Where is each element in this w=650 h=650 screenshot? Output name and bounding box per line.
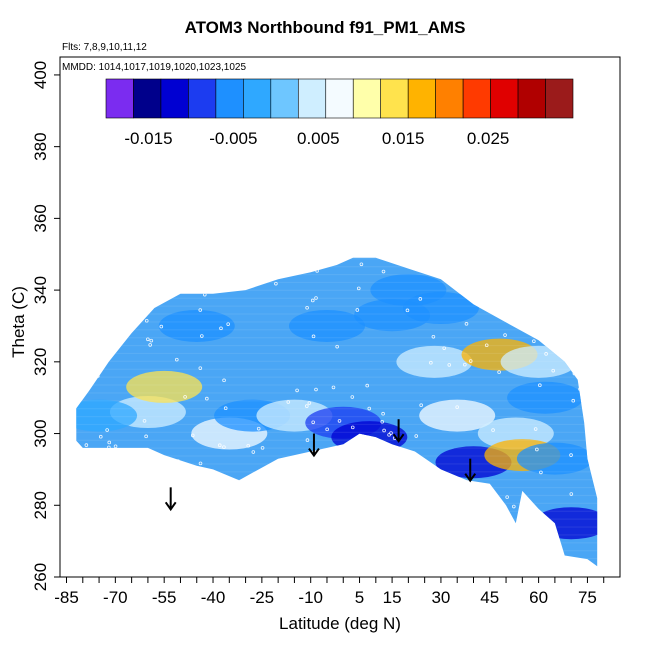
x-tick-label: -25 xyxy=(250,588,275,607)
colorbar-segment xyxy=(517,78,546,119)
y-tick-label: 300 xyxy=(31,419,50,447)
dates-label: MMDD: 1014,1017,1019,1020,1023,1025 xyxy=(62,62,247,73)
colorbar-segment xyxy=(352,78,382,119)
colorbar-segment xyxy=(325,78,354,119)
colorbar-tick-label: 0.005 xyxy=(297,129,340,148)
x-tick-label: 60 xyxy=(529,588,548,607)
y-tick-label: 320 xyxy=(31,348,50,376)
colorbar-segment xyxy=(133,78,162,119)
colorbar-segment xyxy=(188,78,217,119)
colorbar-segment xyxy=(407,78,436,119)
y-tick-label: 280 xyxy=(31,491,50,519)
colorbar-segment xyxy=(490,78,519,119)
colorbar-segment xyxy=(545,78,574,119)
y-tick-label: 260 xyxy=(31,563,50,591)
field-region xyxy=(402,292,479,325)
chart-title: ATOM3 Northbound f91_PM1_AMS xyxy=(184,18,466,37)
field-region xyxy=(396,345,473,378)
x-tick-label: -55 xyxy=(152,588,177,607)
colorbar-segment xyxy=(215,78,244,119)
field-region xyxy=(419,399,496,432)
arrow-marker xyxy=(392,419,405,443)
y-tick-label: 380 xyxy=(31,132,50,160)
colorbar-segment xyxy=(380,78,409,119)
colorbar-tick-label: -0.005 xyxy=(209,129,257,148)
arrow-marker xyxy=(308,433,320,458)
field-region xyxy=(516,442,593,475)
x-axis: -85 -70 -55 -40 -25 -10 5 15 30 45 60 75 xyxy=(54,577,605,607)
colorbar-segment xyxy=(462,78,491,119)
colorbar-tick-label: -0.015 xyxy=(124,129,172,148)
colorbar-segment xyxy=(160,78,189,119)
colorbar-segment xyxy=(297,78,327,119)
x-tick-label: 30 xyxy=(431,588,450,607)
arrow-markers xyxy=(164,419,477,512)
field-region xyxy=(507,381,584,414)
x-tick-label: -85 xyxy=(54,588,79,607)
y-tick-label: 360 xyxy=(31,204,50,232)
x-tick-label: 75 xyxy=(578,588,597,607)
colorbar-segment xyxy=(105,78,134,119)
y-tick-label: 400 xyxy=(31,61,50,89)
colorbar-segment xyxy=(270,78,299,119)
x-tick-label: -70 xyxy=(103,588,128,607)
x-tick-label: -10 xyxy=(298,588,323,607)
arrow-marker xyxy=(164,487,177,512)
colorbar-segment xyxy=(243,78,272,119)
flights-label: Flts: 7,8,9,10,11,12 xyxy=(62,42,147,53)
colorbar-tick-label: 0.025 xyxy=(467,129,510,148)
field-region xyxy=(126,370,203,403)
x-tick-label: 15 xyxy=(383,588,402,607)
colorbar: -0.015 -0.005 0.005 0.015 0.025 xyxy=(105,78,574,148)
plot-frame xyxy=(59,56,621,578)
x-tick-label: -40 xyxy=(201,588,226,607)
x-axis-label: Latitude (deg N) xyxy=(279,614,401,633)
y-axis: 260 280 300 320 340 360 380 400 xyxy=(31,61,60,591)
colorbar-segment xyxy=(435,78,464,119)
field-region xyxy=(158,309,235,342)
y-tick-label: 340 xyxy=(31,276,50,304)
colorbar-tick-label: 0.015 xyxy=(382,129,425,148)
arrow-marker xyxy=(464,458,477,483)
field-region xyxy=(288,309,365,342)
x-tick-label: 5 xyxy=(355,588,364,607)
field-region xyxy=(76,399,138,432)
x-tick-label: 45 xyxy=(480,588,499,607)
y-axis-label: Theta (C) xyxy=(9,286,28,358)
